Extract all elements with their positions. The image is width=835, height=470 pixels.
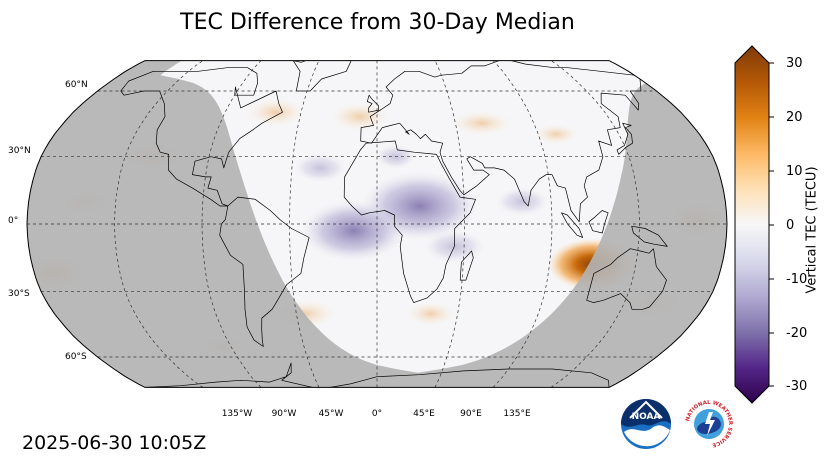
- tec-minor-anomaly: [534, 124, 579, 145]
- lat-label-60n: 60°N: [65, 80, 88, 90]
- graticule-meridian: [550, 60, 640, 388]
- graticule-meridian: [201, 60, 262, 388]
- coastline-eurasia: [360, 60, 642, 223]
- colorbar-tick-10: 10: [786, 164, 803, 179]
- lat-label-30n: 30°N: [8, 146, 31, 156]
- coastline-africa: [343, 140, 476, 303]
- colorbar: [734, 45, 774, 404]
- tec-minor-anomaly: [406, 301, 455, 326]
- lon-label-45e: 45°E: [413, 409, 435, 419]
- colorbar-tick-neg30: -30: [786, 379, 808, 394]
- coastline-madagascar: [459, 250, 474, 281]
- tec-minor-anomaly: [451, 111, 512, 136]
- purple-low-atlantic: [301, 200, 406, 261]
- tec-minor-anomaly: [329, 102, 390, 131]
- coastline-japan: [616, 122, 633, 155]
- colorbar-label: Vertical TEC (TECU): [804, 166, 820, 294]
- coastline-south-america: [219, 196, 310, 347]
- graticule-meridian: [114, 60, 204, 388]
- tec-minor-low: [294, 153, 347, 182]
- lon-label-90e: 90°E: [460, 409, 482, 419]
- lon-label-135w: 135°W: [221, 409, 253, 419]
- lon-label-90w: 90°W: [271, 409, 297, 419]
- coastline-uk: [366, 94, 380, 113]
- tec-minor-anomaly: [245, 98, 306, 127]
- coastline-australia: [586, 248, 667, 310]
- globe-outline: [26, 60, 728, 388]
- tec-minor-low: [496, 187, 549, 216]
- lon-label-0: 0°: [371, 409, 383, 419]
- coastline-new-guinea: [631, 225, 668, 247]
- colorbar-tick-0: 0: [786, 218, 795, 233]
- noaa-logo-text: NOAA: [632, 412, 661, 422]
- map-title: TEC Difference from 30-Day Median: [180, 10, 575, 35]
- lat-label-0: 0°: [8, 216, 19, 226]
- timestamp: 2025-06-30 10:05Z: [22, 432, 207, 454]
- noaa-logo: NOAA: [621, 399, 671, 449]
- coastline-borneo: [588, 210, 609, 234]
- lon-label-135e: 135°E: [503, 409, 531, 419]
- coastline-antarctica: [144, 362, 610, 388]
- night-shade: [27, 60, 727, 388]
- colorbar-tick-neg20: -20: [786, 326, 808, 341]
- graticule: [27, 60, 727, 388]
- nws-logo: NATIONAL WEATHER SERVICE: [684, 399, 734, 449]
- colorbar-tick-30: 30: [786, 56, 803, 71]
- lat-label-60s: 60°S: [65, 352, 87, 362]
- lat-label-30s: 30°S: [8, 289, 30, 299]
- colorbar-bar: [734, 45, 770, 404]
- graticule-meridian: [492, 60, 553, 388]
- lon-label-45w: 45°W: [318, 409, 344, 419]
- colorbar-tick-neg10: -10: [786, 272, 808, 287]
- colorbar-tick-20: 20: [786, 110, 803, 125]
